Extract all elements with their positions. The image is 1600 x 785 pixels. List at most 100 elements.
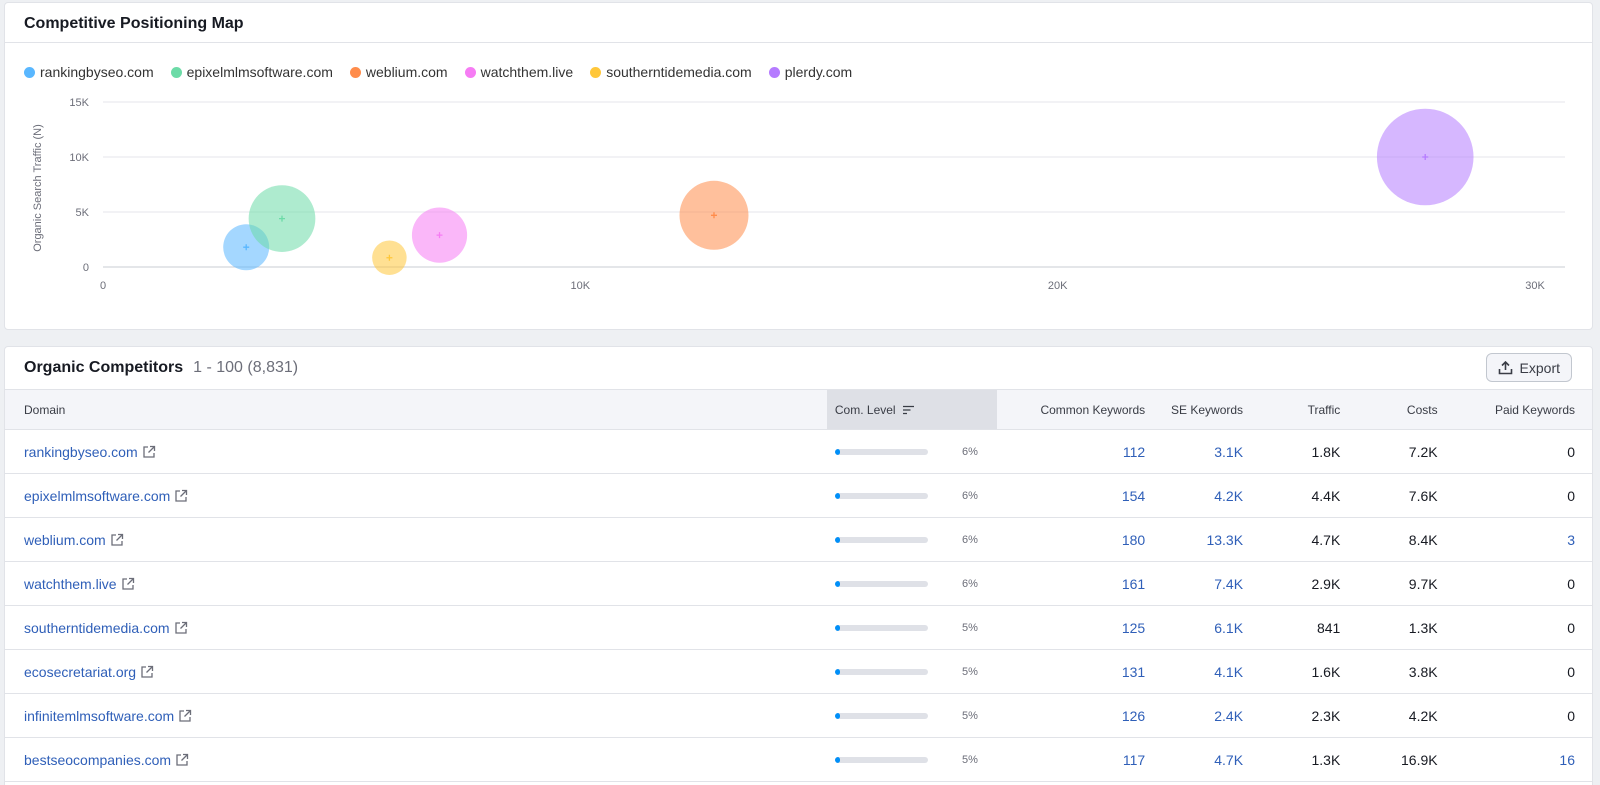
chart-legend: rankingbyseo.com epixelmlmsoftware.com web… [24,64,852,80]
external-link-icon[interactable] [110,533,124,547]
com-level-cell: 6% [827,430,997,474]
col-paid-keywords[interactable]: Paid Keywords [1494,402,1575,417]
legend-item[interactable]: epixelmlmsoftware.com [170,64,333,80]
costs-cell: 9.7K [1408,575,1438,592]
se-keywords-cell[interactable]: 7.4K [1214,575,1244,592]
external-link-icon[interactable] [178,709,192,723]
col-com-level[interactable]: Com. Level [826,389,997,430]
costs-cell: 7.6K [1408,487,1438,504]
legend-item[interactable]: watchthem.live [464,64,573,80]
common-keywords-cell[interactable]: 126 [1121,707,1146,724]
com-level-bar [834,756,928,763]
com-level-bar [834,536,928,543]
bubble-center-marker [243,244,250,251]
external-link-icon[interactable] [121,577,135,591]
external-link-icon[interactable] [175,753,189,767]
col-common-keywords[interactable]: Common Keywords [1040,402,1146,417]
com-level-cell: 5% [827,738,997,782]
legend-label: weblium.com [365,64,448,80]
organic-competitors-card: Organic Competitors 1 - 100 (8,831) Expo… [4,346,1593,785]
com-level-cell: 6% [827,562,997,606]
legend-label: rankingbyseo.com [40,64,154,80]
domain-link[interactable]: bestseocompanies.com [24,751,172,768]
domain-cell: rankingbyseo.com [5,430,827,474]
domain-cell: bestseocompanies.com [5,738,827,782]
common-keywords-cell[interactable]: 125 [1121,619,1146,636]
col-se-keywords[interactable]: SE Keywords [1171,402,1244,417]
col-costs[interactable]: Costs [1406,402,1438,417]
traffic-cell: 1.3K [1311,751,1341,768]
domain-link[interactable]: epixelmlmsoftware.com [24,487,171,504]
costs-cell: 7.2K [1408,443,1438,460]
competitors-title: Organic Competitors [24,359,184,376]
se-keywords-cell[interactable]: 2.4K [1214,707,1244,724]
com-level-percent: 5% [961,621,978,634]
com-level-bar-fill [834,580,841,587]
domain-link[interactable]: watchthem.live [24,575,117,592]
col-com-level-label: Com. Level [834,402,896,417]
domain-link[interactable]: infinitemlmsoftware.com [24,707,175,724]
domain-link[interactable]: ecosecretariat.org [24,663,137,680]
domain-cell: southerntidemedia.com [5,606,827,650]
traffic-cell: 2.3K [1311,707,1341,724]
common-keywords-cell[interactable]: 117 [1122,751,1146,768]
legend-dot-icon [768,66,780,78]
se-keywords-cell[interactable]: 4.1K [1214,663,1244,680]
paid-keywords-cell: 0 [1567,707,1575,724]
se-keywords-cell[interactable]: 4.2K [1214,487,1244,504]
common-keywords-cell[interactable]: 131 [1121,663,1146,680]
paid-keywords-cell[interactable]: 3 [1567,531,1575,548]
common-keywords-cell[interactable]: 154 [1121,487,1146,504]
com-level-bar-fill [834,492,841,499]
com-level-bar-fill [834,756,840,763]
com-level-cell: 5% [827,650,997,694]
external-link-icon[interactable] [140,665,154,679]
com-level-cell: 6% [827,474,997,518]
domain-link[interactable]: weblium.com [24,531,106,548]
map-title-divider [5,42,1592,43]
legend-item[interactable]: plerdy.com [768,64,853,80]
external-link-icon[interactable] [142,445,156,459]
legend-item[interactable]: southerntidemedia.com [590,64,752,80]
com-level-bar-fill [834,448,841,455]
se-keywords-cell[interactable]: 4.7K [1214,751,1244,768]
se-keywords-cell[interactable]: 6.1K [1214,619,1244,636]
bubble-center-marker [1422,154,1429,160]
se-keywords-cell[interactable]: 3.1K [1214,443,1244,460]
paid-keywords-cell[interactable]: 16 [1559,751,1575,768]
legend-item[interactable]: weblium.com [349,64,448,80]
y-axis-label: Organic Search Traffic (N) [32,124,44,252]
legend-item[interactable]: rankingbyseo.com [24,64,154,80]
legend-dot-icon [170,66,182,78]
domain-cell: infinitemlmsoftware.com [5,694,827,738]
com-level-bar-fill [834,624,840,631]
table-row: epixelmlmsoftware.com 6% 154 4.2K 4.4K 7… [5,474,1592,518]
traffic-cell: 2.9K [1311,575,1341,592]
common-keywords-cell[interactable]: 112 [1122,443,1146,460]
bubble-center-marker [279,215,285,222]
traffic-cell: 1.8K [1311,443,1341,460]
traffic-cell: 4.7K [1311,531,1341,548]
x-tick-label: 10K [571,280,591,292]
traffic-cell: 841 [1316,619,1341,636]
legend-label: plerdy.com [784,64,853,80]
com-level-bar-fill [834,668,840,675]
domain-link[interactable]: rankingbyseo.com [24,443,138,460]
se-keywords-cell[interactable]: 13.3K [1206,531,1244,548]
paid-keywords-cell: 0 [1567,443,1575,460]
common-keywords-cell[interactable]: 161 [1121,575,1146,592]
domain-link[interactable]: southerntidemedia.com [24,619,170,636]
com-level-percent: 6% [961,577,978,590]
com-level-bar-fill [834,712,840,719]
common-keywords-cell[interactable]: 180 [1121,531,1146,548]
domain-cell: weblium.com [5,518,827,562]
export-button[interactable]: Export [1485,353,1572,382]
col-domain[interactable]: Domain [24,402,66,417]
external-link-icon[interactable] [174,621,188,635]
costs-cell: 1.3K [1408,619,1438,636]
domain-cell: watchthem.live [5,562,827,606]
col-traffic[interactable]: Traffic [1307,402,1341,417]
traffic-cell: 4.4K [1311,487,1341,504]
competitors-header: Organic Competitors 1 - 100 (8,831) [24,359,298,377]
external-link-icon[interactable] [174,489,188,503]
